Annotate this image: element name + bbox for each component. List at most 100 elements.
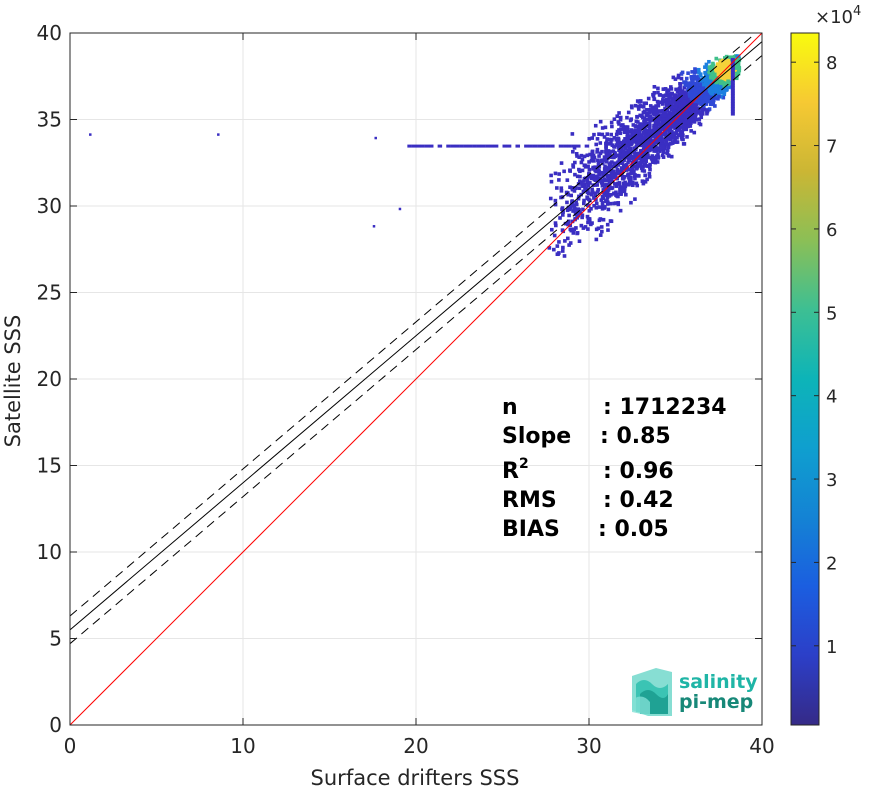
density-cell [736, 54, 740, 58]
density-cell [605, 137, 609, 141]
density-cell [696, 67, 701, 72]
density-cell [666, 89, 671, 93]
density-cell [605, 140, 609, 145]
density-cell [679, 76, 684, 81]
density-cell [632, 146, 637, 150]
density-cell [549, 179, 554, 184]
density-cell [642, 169, 647, 173]
density-cell [639, 165, 644, 170]
density-cell [558, 144, 564, 148]
density-cell [667, 102, 672, 107]
density-cell [625, 166, 629, 171]
density-cell [694, 81, 698, 86]
density-cell [676, 75, 681, 80]
density-cell [603, 164, 607, 169]
stat-value-slope: : 0.85 [600, 424, 671, 449]
outlier-point [89, 133, 92, 136]
density-cell [638, 135, 643, 139]
density-cell [606, 168, 610, 173]
density-cell [658, 109, 662, 113]
density-cell [633, 173, 637, 177]
density-cell [730, 107, 735, 111]
density-cell [673, 77, 678, 81]
density-cell [653, 110, 657, 114]
density-cell [670, 96, 674, 101]
density-cell [623, 140, 627, 144]
y-tick-label: 35 [37, 108, 62, 132]
density-cell [574, 186, 578, 190]
density-cell [600, 183, 605, 188]
density-cell [663, 125, 668, 129]
density-cell [583, 225, 588, 229]
density-cell [691, 79, 695, 84]
density-cell [683, 120, 688, 125]
density-cell [630, 162, 635, 166]
density-cell [683, 100, 687, 105]
density-cell [651, 145, 656, 149]
density-cell [647, 171, 652, 176]
density-cell [641, 130, 646, 135]
density-cell [626, 160, 630, 165]
density-cell [643, 133, 648, 138]
density-cell [677, 101, 681, 106]
density-cell [594, 142, 599, 147]
density-cell [727, 77, 732, 81]
density-cell [636, 107, 641, 111]
density-cell [617, 182, 622, 186]
density-cell [637, 130, 642, 135]
density-cell [628, 178, 633, 182]
density-cell [734, 66, 739, 70]
density-cell [611, 170, 616, 175]
density-cell [717, 88, 722, 93]
density-cell [635, 136, 640, 140]
density-cell [590, 190, 595, 195]
density-cell [621, 126, 626, 131]
density-cell [590, 221, 594, 225]
density-cell [692, 76, 696, 81]
density-cell [701, 86, 706, 90]
density-cell [628, 134, 633, 138]
density-cell [667, 96, 672, 100]
density-cell [699, 115, 704, 119]
density-cell [671, 123, 675, 128]
density-cell [703, 81, 708, 85]
x-tick-label: 30 [576, 734, 601, 758]
density-cell [685, 104, 689, 109]
density-cell [610, 164, 614, 169]
density-cell [561, 213, 565, 217]
density-cell [709, 98, 714, 102]
density-cell [589, 192, 594, 197]
density-cell [636, 104, 641, 109]
density-cell [528, 144, 533, 148]
density-cell [714, 80, 719, 85]
density-cell [639, 148, 643, 153]
density-cell [644, 159, 648, 164]
density-cell [625, 126, 629, 131]
density-cell [585, 175, 590, 180]
density-cell [565, 208, 570, 213]
density-cell [655, 140, 660, 145]
density-cell [480, 144, 486, 148]
density-cell [641, 136, 645, 141]
density-cell [610, 124, 614, 129]
density-cell [682, 142, 687, 146]
density-cell [684, 90, 689, 95]
density-cell [668, 142, 673, 146]
density-cell [612, 117, 617, 121]
density-cell [627, 158, 632, 163]
density-cell [703, 97, 708, 102]
density-cell [629, 168, 634, 173]
y-tick-label: 40 [37, 21, 62, 45]
stat-label-r: R [502, 459, 519, 484]
density-cell [572, 227, 577, 232]
density-cell [706, 77, 711, 82]
density-cell [583, 184, 587, 189]
density-cell [711, 72, 715, 76]
density-cell [656, 132, 660, 136]
density-cell [644, 135, 649, 140]
density-cell [595, 183, 600, 187]
density-cell [600, 229, 604, 234]
density-cell [680, 130, 685, 135]
density-cell [728, 70, 733, 75]
